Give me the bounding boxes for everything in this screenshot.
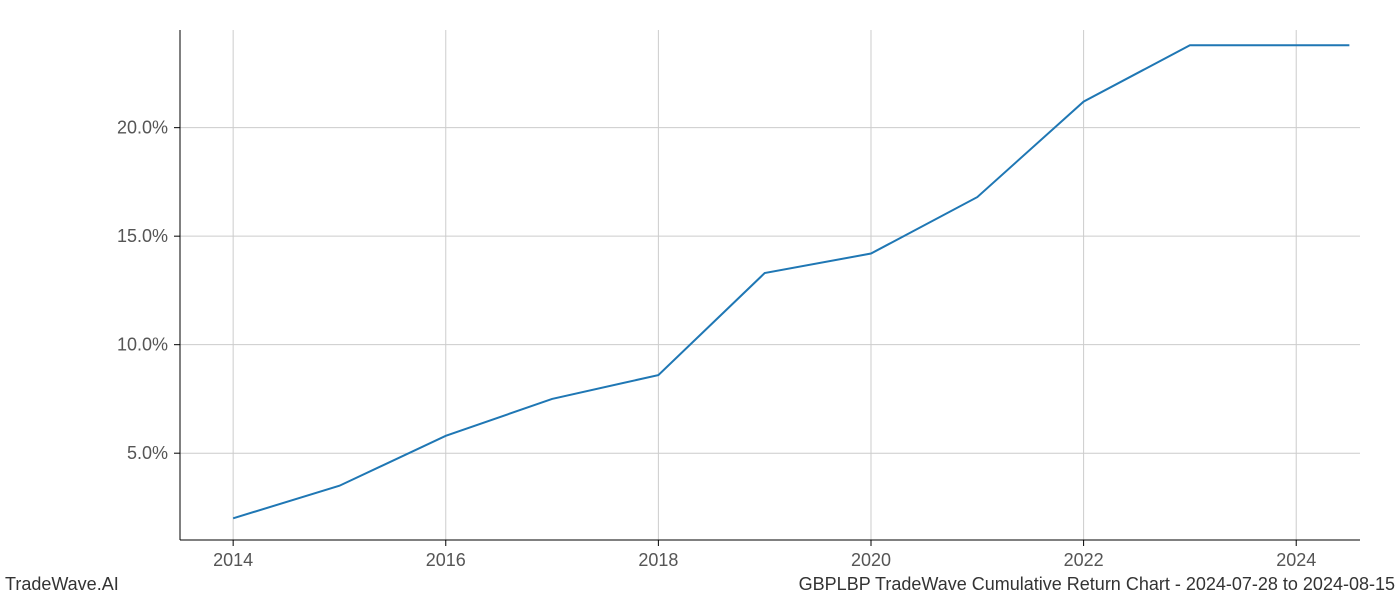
y-tick-label: 20.0%	[117, 118, 168, 138]
footer-brand: TradeWave.AI	[5, 574, 119, 595]
x-tick-label: 2022	[1064, 550, 1104, 570]
data-line	[233, 45, 1349, 518]
y-tick-label: 10.0%	[117, 335, 168, 355]
footer-chart-title: GBPLBP TradeWave Cumulative Return Chart…	[799, 574, 1395, 595]
x-tick-label: 2014	[213, 550, 253, 570]
x-tick-label: 2018	[638, 550, 678, 570]
x-tick-label: 2016	[426, 550, 466, 570]
x-tick-label: 2024	[1276, 550, 1316, 570]
line-chart: 2014201620182020202220245.0%10.0%15.0%20…	[180, 30, 1360, 540]
x-tick-label: 2020	[851, 550, 891, 570]
chart-container: 2014201620182020202220245.0%10.0%15.0%20…	[180, 30, 1360, 540]
y-tick-label: 5.0%	[127, 443, 168, 463]
y-tick-label: 15.0%	[117, 226, 168, 246]
